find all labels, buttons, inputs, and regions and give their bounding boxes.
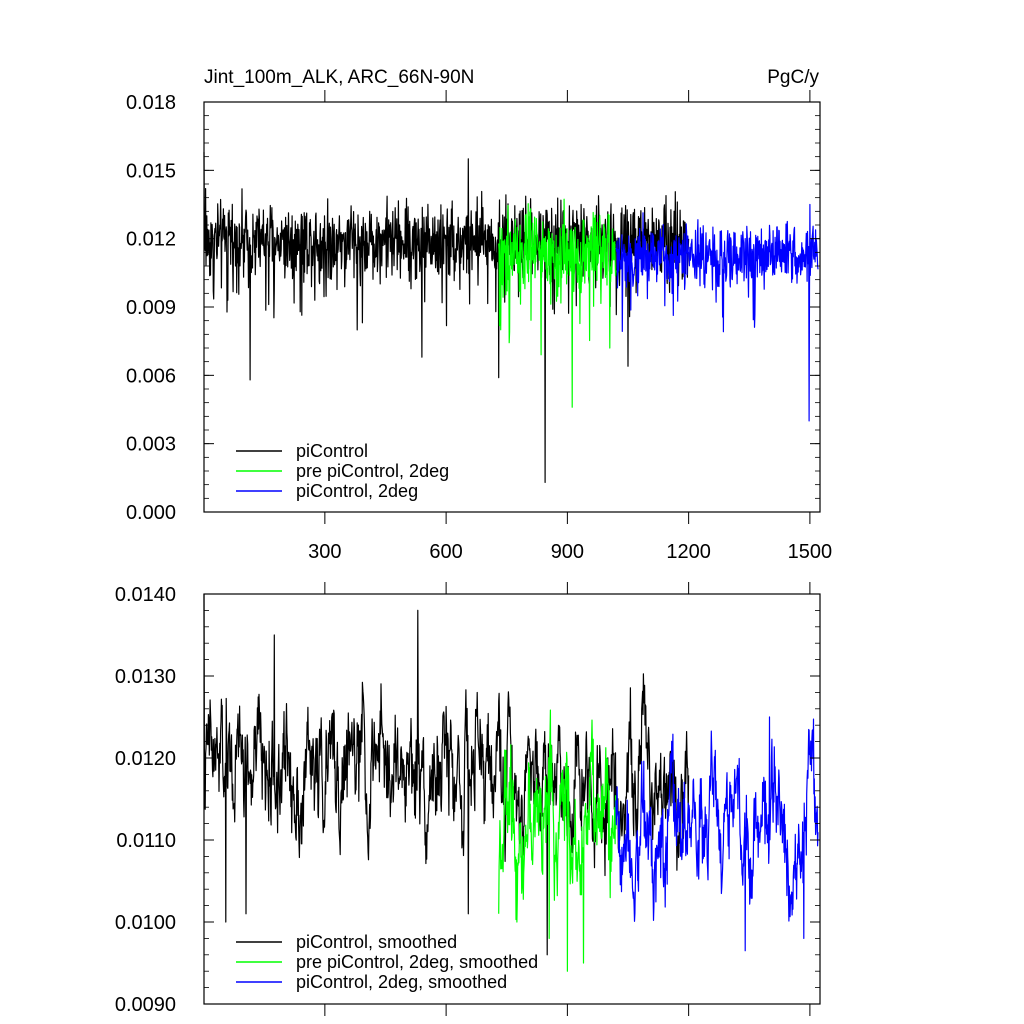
legend-label-picontrol-smoothed: piControl, smoothed: [296, 932, 457, 952]
y-tick-label: 0.018: [126, 92, 176, 114]
legend-label-picontrol-2deg: piControl, 2deg: [296, 481, 418, 501]
y-tick-label: 0.0110: [116, 830, 176, 852]
top-series-lines: [203, 152, 819, 483]
x-tick-label: 1200: [666, 541, 711, 563]
y-tick-label: 0.006: [126, 365, 176, 387]
x-tick-label: 900: [551, 541, 584, 563]
bottom-legend: piControl, smoothed pre piControl, 2deg,…: [236, 932, 538, 992]
y-tick-label: 0.000: [126, 502, 176, 524]
y-tick-label: 0.0130: [115, 666, 176, 688]
series-line-picontrol: [203, 152, 690, 483]
bottom-panel: 0.0090 0.0100 0.0110 0.0120 0.0130 0.0140 piC…: [115, 582, 821, 1016]
y-tick-label: 0.009: [126, 297, 176, 319]
y-tick-label: 0.0140: [115, 584, 176, 606]
x-tick-label: 1500: [788, 541, 833, 563]
top-axes: 0.000 0.003 0.006 0.009 0.012 0.015 0.018 300 60…: [126, 90, 832, 563]
y-tick-label: 0.012: [126, 229, 176, 251]
plot-title: Jint_100m_ALK, ARC_66N-90N: [204, 67, 474, 88]
legend-label-picontrol-2deg-smoothed: piControl, 2deg, smoothed: [296, 972, 507, 992]
y-tick-label: 0.0120: [115, 748, 176, 770]
top-panel: 0.000 0.003 0.006 0.009 0.012 0.015 0.018 300 60…: [126, 90, 832, 563]
legend-label-picontrol: piControl: [296, 441, 368, 461]
y-tick-label: 0.0100: [115, 912, 176, 934]
series-line-picontrol-smoothed: [203, 593, 690, 956]
legend-label-pre-picontrol-2deg-smoothed: pre piControl, 2deg, smoothed: [296, 952, 538, 972]
top-legend: piControl pre piControl, 2deg piControl,…: [236, 441, 449, 501]
y-tick-label: 0.015: [126, 160, 176, 182]
units-label: PgC/y: [767, 67, 819, 88]
series-line-pre-picontrol-2deg: [498, 198, 617, 408]
y-tick-label: 0.0090: [115, 994, 176, 1016]
series-line-picontrol-2deg: [615, 203, 819, 422]
y-tick-label: 0.003: [126, 434, 176, 456]
series-line-picontrol-2deg-smoothed: [615, 716, 819, 952]
x-tick-label: 300: [308, 541, 341, 563]
legend-label-pre-picontrol-2deg: pre piControl, 2deg: [296, 461, 449, 481]
series-line-pre-picontrol-2deg-smoothed: [498, 709, 617, 972]
x-tick-label: 600: [429, 541, 462, 563]
bottom-series-lines: [203, 593, 819, 972]
bottom-plot-frame: [203, 593, 821, 1005]
bottom-axes: 0.0090 0.0100 0.0110 0.0120 0.0130 0.0140: [115, 582, 820, 1016]
